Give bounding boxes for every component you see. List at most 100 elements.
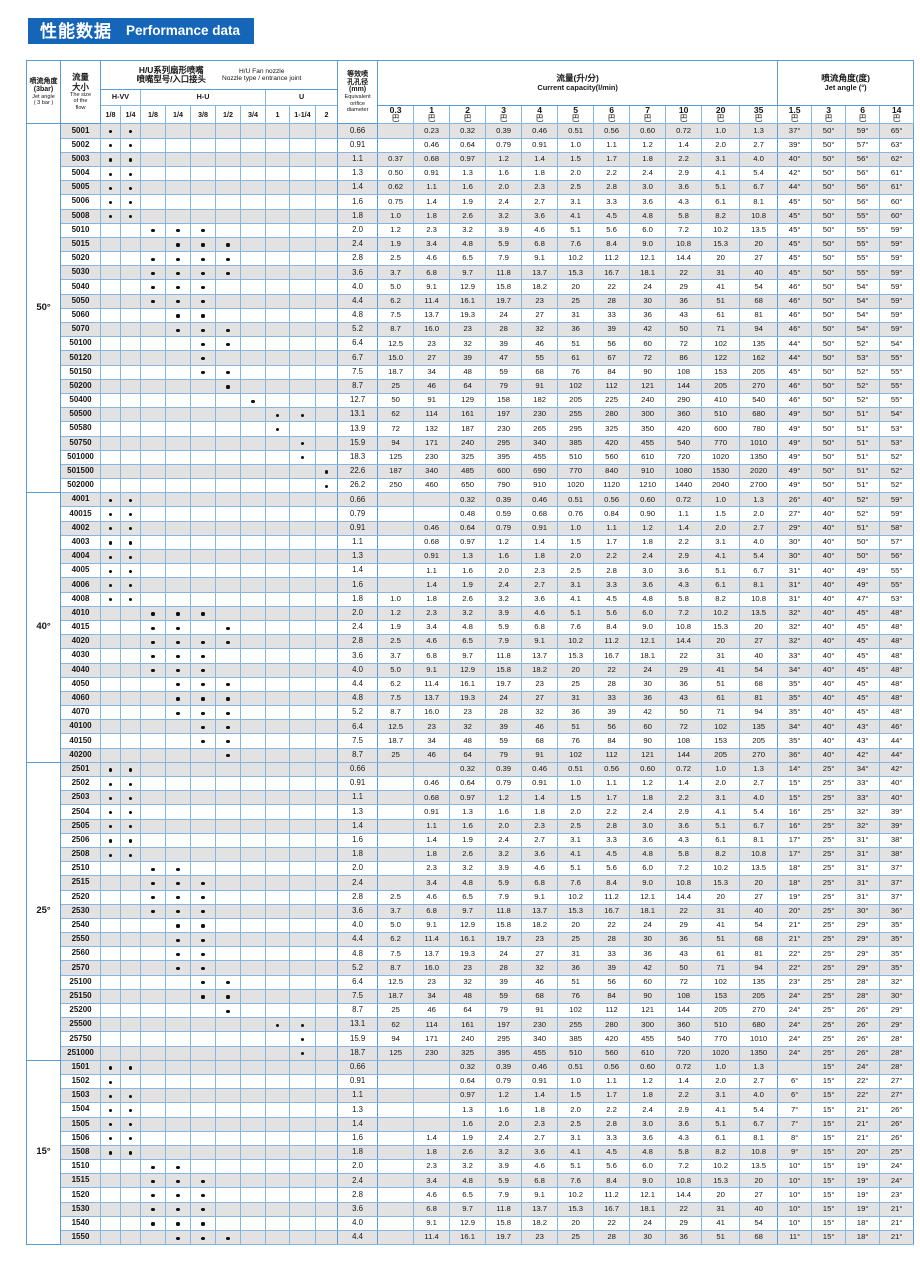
capacity-value: 15.3 (557, 1201, 595, 1217)
jet-angle-value: 53° (879, 435, 915, 451)
orifice-diameter: 1.1 (337, 151, 379, 167)
capacity-value: 40 (739, 265, 779, 281)
nozzle-fit-cell (314, 492, 339, 508)
nozzle-fit-cell (100, 1073, 121, 1090)
capacity-value: 2.0 (701, 776, 741, 792)
nozzle-fit-cell (190, 861, 216, 877)
nozzle-fit-cell (120, 1230, 141, 1246)
nozzle-fit-cell (314, 194, 339, 210)
nozzle-fit-cell (215, 1230, 241, 1246)
fit-dot-icon (226, 626, 230, 630)
capacity-value: 30 (629, 676, 667, 692)
nozzle-fit-cell (215, 846, 241, 863)
nozzle-fit-cell (240, 251, 266, 267)
capacity-value: 1.6 (449, 563, 487, 579)
nozzle-fit-cell (140, 1088, 166, 1104)
fit-dot-icon (108, 853, 113, 857)
jet-angle-value: 40° (811, 676, 847, 692)
nozzle-fit-cell (120, 307, 141, 324)
capacity-value: 600 (701, 421, 741, 437)
fit-dot-icon (176, 243, 180, 247)
capacity-value: 22 (593, 1215, 631, 1232)
nozzle-fit-cell (240, 435, 266, 451)
nozzle-fit-cell (190, 392, 216, 409)
jet-angle-value: 46° (777, 392, 813, 409)
capacity-value: 4.5 (593, 591, 631, 607)
table-row: 1505 1.4 1.6 2.0 2.3 2.5 2.8 3.0 3.6 5.1 6.7 7° 15° 2… (27, 1116, 915, 1132)
capacity-value: 15.0 (377, 350, 415, 366)
nozzle-fit-cell (190, 1059, 216, 1075)
capacity-value: 79 (485, 1003, 523, 1019)
capacity-value: 32 (521, 960, 559, 976)
nozzle-fit-cell (190, 307, 216, 324)
jet-angle-value: 22° (777, 960, 813, 976)
nozzle-fit-cell (165, 279, 191, 295)
capacity-value: 360 (665, 407, 703, 423)
capacity-value: 6.8 (413, 648, 451, 664)
nozzle-fit-cell (165, 194, 191, 210)
capacity-value: 11.2 (593, 1187, 631, 1203)
nozzle-fit-cell (215, 1116, 241, 1132)
nozzle-fit-cell (314, 208, 339, 224)
nozzle-fit-cell (240, 1073, 266, 1090)
fit-dot-icon (128, 569, 133, 573)
capacity-value: 1.4 (413, 194, 451, 210)
orifice-diameter: 6.7 (337, 350, 379, 366)
nozzle-fit-cell (100, 988, 121, 1005)
nozzle-fit-cell (265, 875, 290, 891)
nozzle-fit-cell (240, 421, 266, 437)
nozzle-fit-cell (314, 322, 339, 338)
jet-angle-value: 50° (811, 194, 847, 210)
nozzle-fit-cell (120, 1088, 141, 1104)
jet-angle-value: 55° (845, 265, 881, 281)
capacity-value: 33 (593, 307, 631, 324)
header-jet-angle-col: 喷流角度 (3bar) Jet angle ( 3 bar ) (26, 59, 61, 125)
nozzle-fit-cell (140, 1073, 166, 1090)
nozzle-fit-cell (190, 165, 216, 182)
jet-angle-value: 28° (845, 988, 881, 1005)
table-row: 4004 1.3 0.91 1.3 1.6 1.8 2.0 2.2 2.4 2.9 4.1 5.4 30… (27, 549, 915, 565)
nozzle-fit-cell (240, 392, 266, 409)
jet-angle-value: 27° (879, 1073, 915, 1090)
capacity-value: 1.8 (521, 1102, 559, 1118)
jet-angle-value: 50° (811, 307, 847, 324)
capacity-value: 36 (557, 960, 595, 976)
capacity-value: 13.7 (521, 265, 559, 281)
table-row: 4050 4.4 6.2 11.4 16.1 19.7 23 25 28 30 36 51 68 35° 4… (27, 676, 915, 692)
fit-dot-icon (151, 654, 155, 659)
capacity-value: 14.4 (665, 1187, 703, 1203)
jet-angle-value: 25° (811, 1031, 847, 1047)
capacity-value (377, 520, 415, 536)
capacity-value: 29 (665, 1215, 703, 1232)
jet-angle-value: 25° (811, 1017, 847, 1033)
fit-dot-icon (300, 456, 305, 460)
nozzle-fit-cell (215, 662, 241, 678)
capacity-value: 72 (665, 719, 703, 735)
nozzle-fit-cell (240, 1187, 266, 1203)
capacity-value: 16.0 (413, 960, 451, 976)
nozzle-fit-cell (100, 265, 121, 281)
capacity-value: 9.0 (629, 236, 667, 253)
jet-angle-en1: Jet angle (32, 93, 55, 100)
fit-dot-icon (226, 371, 230, 375)
capacity-value: 0.32 (449, 761, 487, 778)
nozzle-fit-cell (240, 960, 266, 976)
capacity-value: 0.97 (449, 151, 487, 167)
capacity-value: 2.5 (557, 1116, 595, 1132)
fit-dot-icon (226, 754, 230, 758)
nozzle-model: 1550 (60, 1230, 101, 1246)
jet-angle-value: 25° (811, 946, 847, 962)
table-row: 5010 2.0 1.2 2.3 3.2 3.9 4.6 5.1 5.6 6.0 7.2 10.2 13… (27, 222, 915, 238)
nozzle-model: 502000 (60, 478, 101, 494)
nozzle-fit-cell (215, 123, 241, 139)
capacity-value: 1.1 (593, 137, 631, 153)
bar-unit-4: 巴 (535, 114, 544, 124)
fit-dot-icon (108, 569, 113, 573)
nozzle-fit-cell (265, 1102, 290, 1118)
table-row: 5002 0.91 0.46 0.64 0.79 0.91 1.0 1.1 1.2 1.4 2.0 2… (27, 137, 915, 153)
jet-angle-value: 21° (845, 1116, 881, 1132)
table-row: 2530 3.6 3.7 6.8 9.7 11.8 13.7 15.3 16.7 18.1 22 31… (27, 903, 915, 919)
capacity-value: 0.51 (557, 1059, 595, 1075)
capacity-value: 2.5 (377, 634, 415, 650)
capacity-value: 15.3 (557, 265, 595, 281)
